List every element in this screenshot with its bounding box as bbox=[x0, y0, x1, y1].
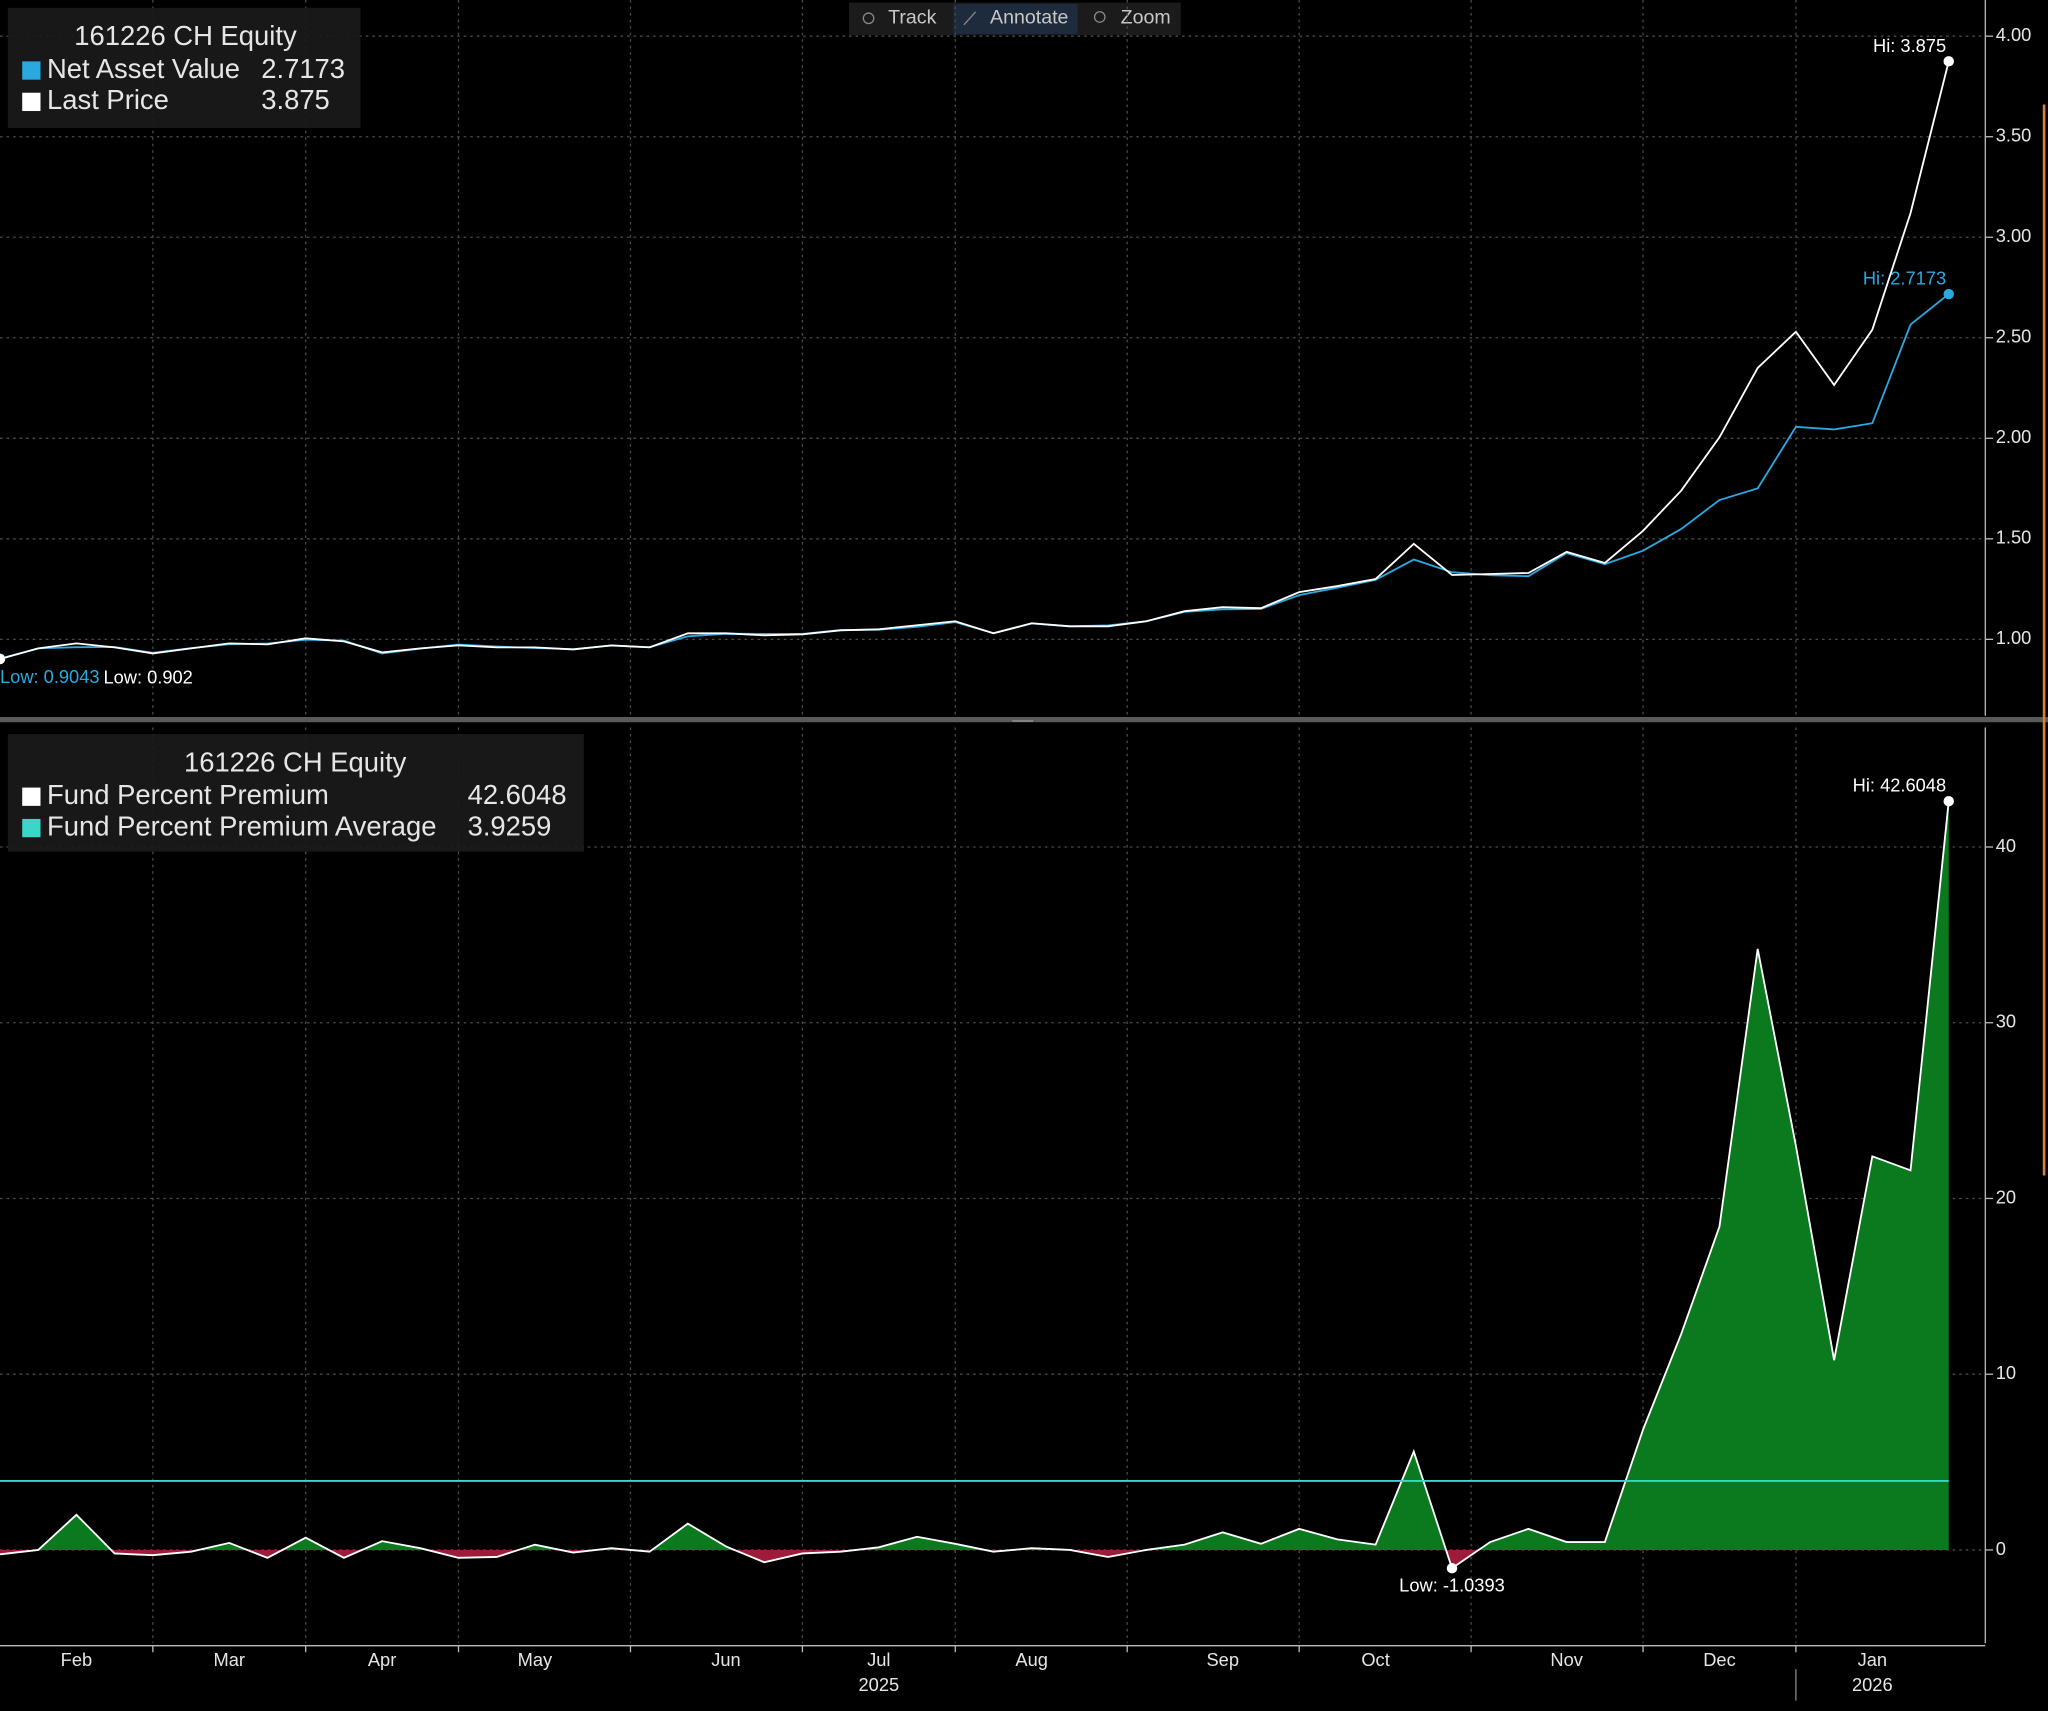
low-label: Low: 0.9043 bbox=[0, 666, 100, 687]
toolbar-label[interactable]: Annotate bbox=[990, 6, 1068, 28]
x-group-label: 2025 bbox=[859, 1674, 900, 1695]
annotate-icon bbox=[963, 11, 977, 26]
legend-name: Net Asset Value bbox=[47, 53, 240, 84]
x-tick-label: Dec bbox=[1703, 1649, 1735, 1670]
legend-title: 161226 CH Equity bbox=[184, 746, 407, 777]
x-tick-label: Mar bbox=[214, 1649, 245, 1670]
legend-background bbox=[7, 734, 584, 852]
y-tick-label: 2.00 bbox=[1996, 426, 2032, 447]
legend-swatch bbox=[22, 787, 41, 806]
legend-value: 3.875 bbox=[261, 84, 330, 115]
y-tick-label: 1.00 bbox=[1996, 627, 2032, 648]
y-tick-label: 10 bbox=[1996, 1362, 2016, 1383]
legend-name: Fund Percent Premium bbox=[47, 779, 329, 810]
legend-value: 2.7173 bbox=[261, 53, 345, 84]
low-marker bbox=[0, 653, 6, 665]
hi-label: Hi: 42.6048 bbox=[1853, 775, 1946, 796]
low-label: Low: -1.0393 bbox=[1399, 1574, 1505, 1595]
series-line bbox=[0, 801, 1950, 1570]
hi-label: Hi: 2.7173 bbox=[1863, 268, 1946, 289]
x-tick-label: Aug bbox=[1015, 1649, 1048, 1670]
annotate-button[interactable]: Annotate bbox=[953, 3, 1078, 34]
legend-value: 42.6048 bbox=[468, 779, 567, 810]
track-icon bbox=[862, 12, 875, 25]
legend-swatch bbox=[22, 61, 41, 80]
toolbar: Track Annotate Zoom bbox=[848, 2, 1181, 36]
hi-marker bbox=[1943, 796, 1954, 807]
y-tick-label: 2.50 bbox=[1996, 326, 2032, 347]
zoom-icon bbox=[1093, 11, 1106, 23]
y-tick-label: 3.50 bbox=[1996, 125, 2032, 146]
x-tick-label: Jan bbox=[1858, 1649, 1887, 1670]
toolbar-label[interactable]: Track bbox=[888, 6, 936, 28]
x-tick-label: Jul bbox=[867, 1649, 890, 1670]
x-tick-label: Apr bbox=[368, 1649, 396, 1670]
legend-swatch bbox=[22, 92, 41, 112]
zoom-button[interactable]: Zoom bbox=[1093, 6, 1171, 28]
annotate-highlight bbox=[953, 3, 1078, 34]
x-tick-label: Jun bbox=[711, 1649, 740, 1670]
x-tick-label: May bbox=[518, 1649, 553, 1670]
area-negative bbox=[0, 1549, 1949, 1569]
x-tick-label: Nov bbox=[1550, 1649, 1583, 1670]
legend-name: Last Price bbox=[47, 84, 169, 115]
x-group-label: 2026 bbox=[1852, 1674, 1893, 1695]
hi-marker bbox=[1943, 56, 1954, 67]
y-tick-label: 4.00 bbox=[1996, 24, 2032, 45]
x-tick-label: Oct bbox=[1361, 1649, 1389, 1670]
hi-label: Hi: 3.875 bbox=[1873, 35, 1946, 56]
y-tick-label: 1.50 bbox=[1996, 527, 2032, 548]
legend-value: 3.9259 bbox=[468, 810, 552, 841]
x-tick-label: Feb bbox=[61, 1649, 92, 1670]
y-tick-label: 30 bbox=[1996, 1011, 2016, 1032]
y-tick-label: 40 bbox=[1996, 835, 2016, 856]
track-button[interactable]: Track bbox=[862, 6, 937, 28]
legend-background bbox=[7, 7, 361, 128]
y-tick-label: 3.00 bbox=[1996, 225, 2032, 246]
low-label: Low: 0.902 bbox=[103, 666, 192, 687]
y-tick-label: 20 bbox=[1996, 1186, 2016, 1207]
legend-name: Fund Percent Premium Average bbox=[47, 810, 436, 841]
area-positive bbox=[38, 801, 1949, 1550]
legend-title: 161226 CH Equity bbox=[74, 20, 297, 51]
hi-marker bbox=[1943, 288, 1954, 300]
y-tick-label: 0 bbox=[1996, 1538, 2006, 1559]
toolbar-label[interactable]: Zoom bbox=[1121, 6, 1171, 28]
series-line bbox=[0, 61, 1950, 660]
legend-swatch bbox=[22, 818, 41, 838]
x-tick-label: Sep bbox=[1206, 1649, 1239, 1670]
low-marker bbox=[1446, 1562, 1458, 1574]
